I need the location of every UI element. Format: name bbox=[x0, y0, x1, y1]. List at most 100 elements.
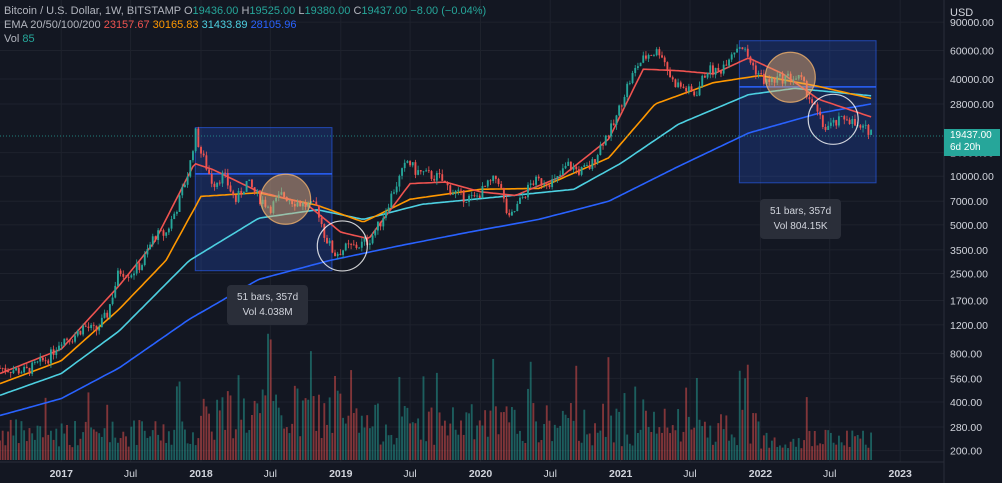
volume-bar bbox=[666, 427, 669, 460]
volume-bar bbox=[556, 427, 559, 460]
time-tick-label: 2021 bbox=[609, 468, 633, 480]
volume-bar bbox=[376, 403, 379, 460]
volume-bar bbox=[821, 444, 824, 460]
candle-body bbox=[690, 86, 693, 92]
candle-body bbox=[658, 49, 661, 56]
close-value: 19437.00 bbox=[361, 5, 408, 17]
candle-body bbox=[157, 230, 160, 241]
volume-bar bbox=[816, 445, 819, 460]
candle-body bbox=[125, 276, 127, 278]
volume-bar bbox=[690, 429, 693, 460]
low-value: 19380.00 bbox=[304, 5, 351, 17]
volume-bar bbox=[757, 421, 760, 460]
candle-body bbox=[647, 55, 650, 59]
volume-bar bbox=[342, 417, 345, 460]
volume-bar bbox=[800, 448, 803, 460]
candle-body bbox=[7, 371, 9, 372]
volume-bar bbox=[170, 444, 173, 460]
volume-bar bbox=[703, 421, 706, 460]
candle-body bbox=[768, 79, 771, 82]
volume-bar bbox=[733, 437, 736, 460]
volume-bar bbox=[355, 408, 358, 460]
candle-body bbox=[304, 202, 307, 207]
candle-body bbox=[594, 159, 596, 163]
candle-body bbox=[712, 65, 714, 75]
volume-bar bbox=[350, 370, 353, 460]
candle-body bbox=[502, 188, 505, 199]
volume-bar bbox=[143, 430, 146, 460]
candle-body bbox=[586, 165, 588, 166]
volume-bar bbox=[0, 440, 1, 460]
candle-body bbox=[406, 161, 409, 163]
candle-body bbox=[454, 190, 457, 194]
candle-body bbox=[556, 176, 559, 179]
last-price-tag: 19437.00 6d 20h bbox=[944, 129, 1000, 156]
candle-body bbox=[232, 191, 235, 196]
candle-body bbox=[293, 204, 296, 207]
candle-body bbox=[757, 73, 760, 75]
candle-body bbox=[789, 73, 792, 81]
candle-body bbox=[596, 155, 599, 163]
candle-body bbox=[138, 263, 141, 270]
volume-bar bbox=[604, 436, 607, 460]
candle-body bbox=[489, 180, 492, 182]
candle-body bbox=[116, 270, 119, 286]
volume-bar bbox=[725, 415, 728, 460]
candle-body bbox=[588, 165, 591, 169]
candle-body bbox=[197, 128, 200, 148]
volume-bar bbox=[116, 442, 119, 460]
price-axis[interactable]: 90000.0060000.0040000.0028000.0014000.00… bbox=[950, 17, 994, 458]
symbol-title[interactable]: Bitcoin / U.S. Dollar, 1W, BITSTAMP bbox=[4, 5, 181, 17]
volume-bar bbox=[309, 351, 312, 460]
candle-body bbox=[339, 253, 342, 255]
candle-body bbox=[457, 189, 460, 191]
volume-bar bbox=[634, 386, 637, 460]
candle-body bbox=[642, 55, 645, 63]
candle-body bbox=[433, 178, 436, 181]
volume-bar bbox=[551, 441, 554, 460]
volume-bar bbox=[1, 430, 4, 460]
candle-body bbox=[776, 76, 779, 83]
candle-body bbox=[355, 244, 358, 248]
time-axis[interactable]: 2017 Jul 2018 Jul 2019 Jul 2020 Jul 2021 Jul 2022 J… bbox=[50, 468, 912, 480]
candle-body bbox=[559, 174, 562, 177]
candle-body bbox=[813, 102, 816, 105]
candle-body bbox=[540, 178, 543, 185]
candle-body bbox=[328, 240, 331, 244]
volume-bar bbox=[283, 428, 286, 460]
volume-bar bbox=[438, 412, 441, 460]
candle-body bbox=[417, 170, 420, 175]
time-tick-label: 2020 bbox=[469, 468, 493, 480]
candle-body bbox=[186, 176, 189, 185]
candle-body bbox=[318, 205, 320, 218]
candle-body bbox=[360, 241, 363, 248]
candle-body bbox=[210, 174, 213, 184]
volume-bar bbox=[52, 439, 55, 460]
volume-bar bbox=[58, 446, 60, 460]
volume-bar bbox=[631, 445, 634, 460]
candle-body bbox=[867, 124, 870, 135]
candle-body bbox=[816, 104, 819, 112]
volume-bar bbox=[864, 444, 867, 460]
legend-vol-row[interactable]: Vol 85 bbox=[4, 32, 486, 46]
candle-body bbox=[698, 86, 701, 96]
volume-bar bbox=[291, 423, 294, 460]
time-tick-label: Jul bbox=[683, 468, 696, 480]
volume-bar bbox=[787, 448, 789, 460]
volume-bar bbox=[594, 423, 596, 460]
volume-bar bbox=[269, 339, 272, 460]
volume-bar bbox=[87, 392, 90, 460]
volume-bar bbox=[267, 333, 269, 460]
volume-bar bbox=[671, 425, 674, 460]
volume-bar bbox=[248, 430, 251, 460]
legend-ema-row[interactable]: EMA 20/50/100/200 23157.67 30165.83 3143… bbox=[4, 18, 486, 32]
candle-body bbox=[20, 372, 23, 374]
candle-body bbox=[754, 65, 757, 75]
volume-bar bbox=[835, 444, 838, 460]
volume-bar bbox=[323, 403, 326, 460]
candle-body bbox=[66, 338, 68, 340]
candle-body bbox=[513, 211, 516, 212]
candle-body bbox=[49, 349, 52, 364]
candle-body bbox=[315, 201, 318, 206]
